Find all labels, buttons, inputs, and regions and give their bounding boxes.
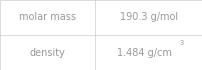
Text: density: density bbox=[30, 48, 65, 57]
Text: 190.3 g/mol: 190.3 g/mol bbox=[120, 13, 177, 22]
Text: molar mass: molar mass bbox=[19, 13, 76, 22]
Text: 3: 3 bbox=[179, 40, 183, 46]
Text: 1.484 g/cm: 1.484 g/cm bbox=[116, 48, 171, 57]
